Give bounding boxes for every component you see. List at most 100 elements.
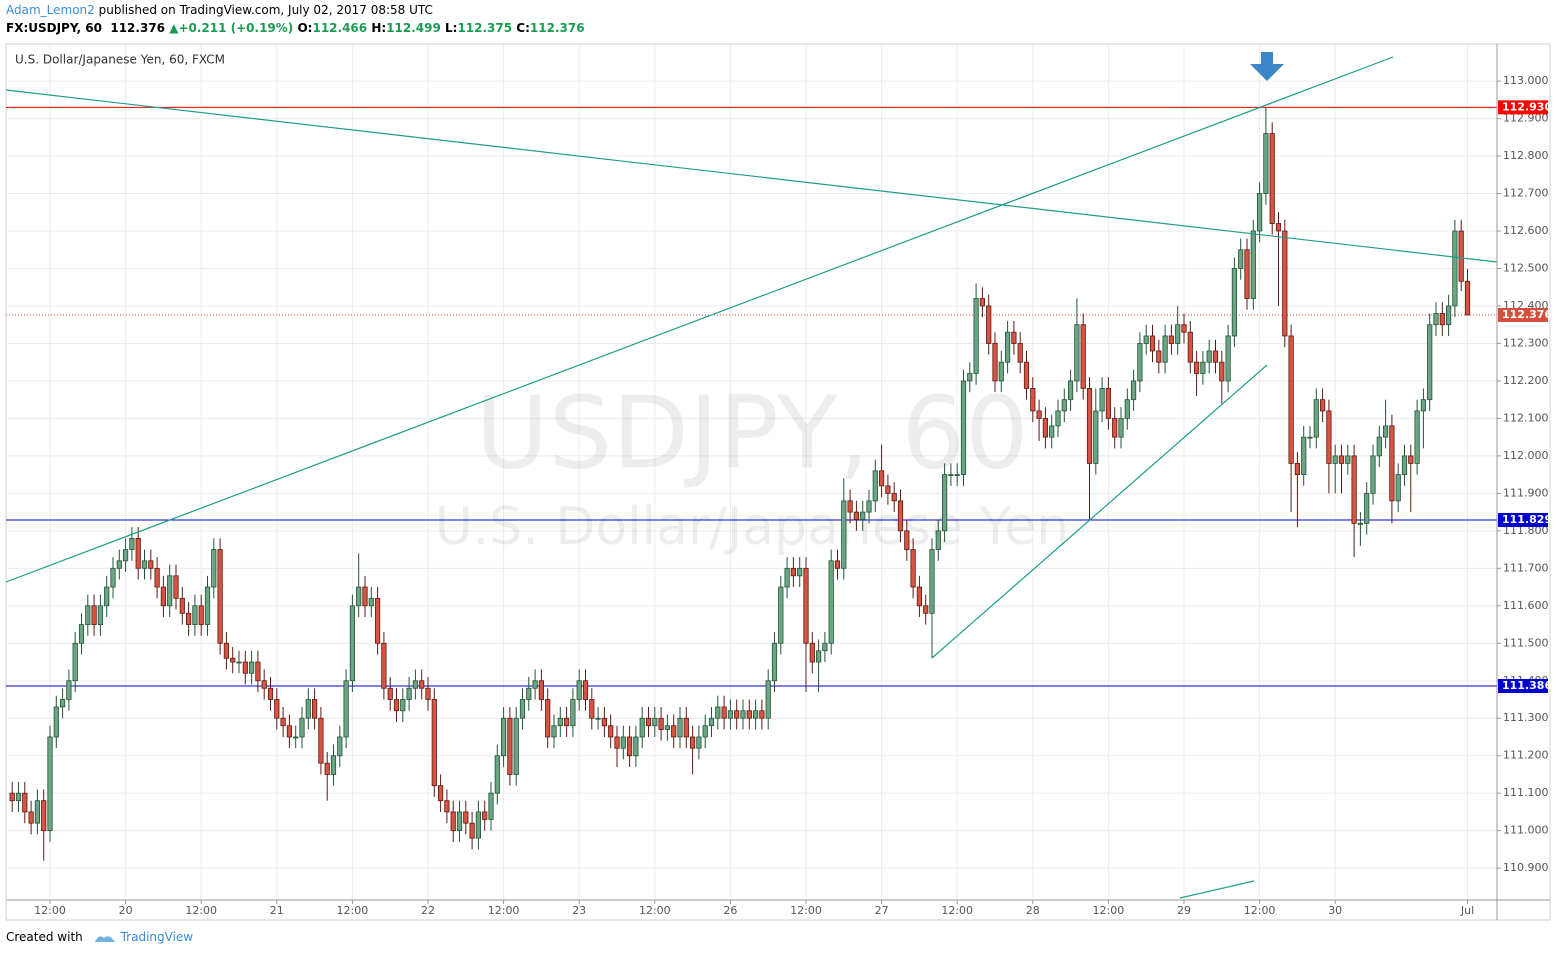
candle-body — [488, 792, 494, 820]
candle-body — [1011, 331, 1017, 344]
candle-body — [1433, 313, 1439, 326]
h-label: H: — [371, 21, 387, 35]
candle-body — [973, 298, 979, 374]
candle-body — [702, 725, 708, 738]
candle-body — [154, 567, 160, 588]
candle-body — [828, 560, 834, 644]
candle-body — [198, 605, 204, 625]
x-tick-label: 12:00 — [337, 904, 369, 917]
y-tick-label: 111.500 — [1503, 636, 1549, 649]
x-tick-label: 12:00 — [34, 904, 66, 917]
candle-body — [1023, 361, 1030, 389]
candle-body — [1452, 230, 1458, 307]
arrow-marker[interactable] — [1250, 52, 1284, 81]
x-tick-label: 12:00 — [1244, 904, 1276, 917]
candle-body — [1401, 455, 1408, 476]
candle-body — [1086, 388, 1093, 464]
candle-body — [463, 811, 469, 824]
candle-body — [652, 717, 658, 727]
grid — [6, 44, 1497, 900]
candle-body — [66, 680, 72, 700]
candle-body — [866, 500, 872, 513]
candle-body — [500, 717, 507, 757]
chart: USDJPY, 60 U.S. Dollar/Japanese Yen U.S.… — [5, 43, 1552, 921]
candle-body — [721, 706, 727, 719]
y-tick-label: 111.800 — [1503, 524, 1549, 537]
price-labels: 112.930 111.829 111.386 112.376 — [1498, 100, 1552, 693]
o-label: O: — [297, 21, 313, 35]
candle-body — [173, 575, 179, 599]
candle-body — [1194, 361, 1200, 374]
candle-body — [381, 642, 387, 689]
candle-body — [1105, 388, 1111, 419]
candle-body — [696, 736, 702, 749]
candle-body — [1225, 335, 1231, 382]
candle-body — [601, 717, 608, 727]
candle-body — [671, 725, 677, 738]
change: +0.211 (+0.19%) — [178, 21, 294, 35]
publish-info: Adam_Lemon2 published on TradingView.com… — [6, 3, 433, 17]
candle-body — [614, 736, 620, 749]
candle-body — [15, 792, 22, 802]
trend-line[interactable] — [5, 56, 1394, 583]
candle-body — [387, 687, 393, 700]
candle-body — [1250, 230, 1256, 299]
candle-body — [1049, 425, 1055, 438]
candle-body — [230, 657, 236, 663]
trend-line[interactable] — [5, 89, 1498, 263]
brand[interactable]: TradingView — [120, 930, 194, 944]
candle-body — [1212, 350, 1219, 363]
candle-body — [1093, 410, 1099, 464]
candle-body — [1238, 249, 1244, 269]
y-tick-label: 112.800 — [1503, 149, 1549, 162]
candle-body — [1383, 425, 1389, 438]
candle-body — [1420, 399, 1426, 412]
candle-body — [1338, 455, 1345, 464]
candle-body — [286, 725, 293, 738]
y-tick-label: 111.300 — [1503, 711, 1549, 724]
candle-body — [771, 642, 778, 682]
candle-body — [1200, 361, 1206, 374]
candle-body — [564, 717, 570, 727]
trend-line[interactable] — [1179, 880, 1255, 899]
candle-body — [998, 361, 1004, 382]
created-with: Created with — [6, 930, 83, 944]
candle-body — [482, 811, 488, 820]
author[interactable]: Adam_Lemon2 — [6, 3, 95, 17]
y-tick-label: 112.600 — [1503, 224, 1549, 237]
candle-body — [942, 474, 948, 532]
candle-body — [1395, 474, 1401, 502]
candle-body — [1061, 399, 1067, 412]
y-tick-label: 111.900 — [1503, 486, 1549, 499]
candle-body — [437, 785, 444, 802]
candle-body — [22, 792, 28, 813]
candle-body — [582, 680, 589, 700]
candle-body — [677, 717, 683, 738]
candle-body — [847, 500, 853, 513]
candle-body — [116, 560, 122, 569]
y-tick-label: 112.100 — [1503, 411, 1549, 424]
candle-body — [708, 717, 715, 727]
candle-body — [97, 605, 103, 625]
candle-body — [507, 717, 513, 775]
candle-body — [1181, 324, 1187, 333]
candle-body — [872, 470, 878, 502]
candle-body — [1332, 455, 1338, 464]
candle-body — [1219, 361, 1225, 382]
trend-line[interactable] — [931, 364, 1268, 659]
y-tick-label: 111.700 — [1503, 561, 1549, 574]
candle-body — [1364, 492, 1370, 524]
candle-body — [1175, 324, 1181, 344]
candle-body — [853, 511, 860, 520]
x-tick-label: 21 — [270, 904, 284, 917]
candle-body — [28, 811, 34, 824]
candle-body — [784, 567, 790, 588]
candle-body — [727, 710, 734, 719]
candle-body — [929, 549, 935, 614]
candle-body — [1244, 249, 1250, 299]
candle-body — [267, 687, 274, 700]
candle-body — [1080, 324, 1086, 389]
y-tick-label: 112.000 — [1503, 449, 1549, 462]
x-tick-label: 22 — [421, 904, 435, 917]
candle-body — [368, 597, 374, 607]
